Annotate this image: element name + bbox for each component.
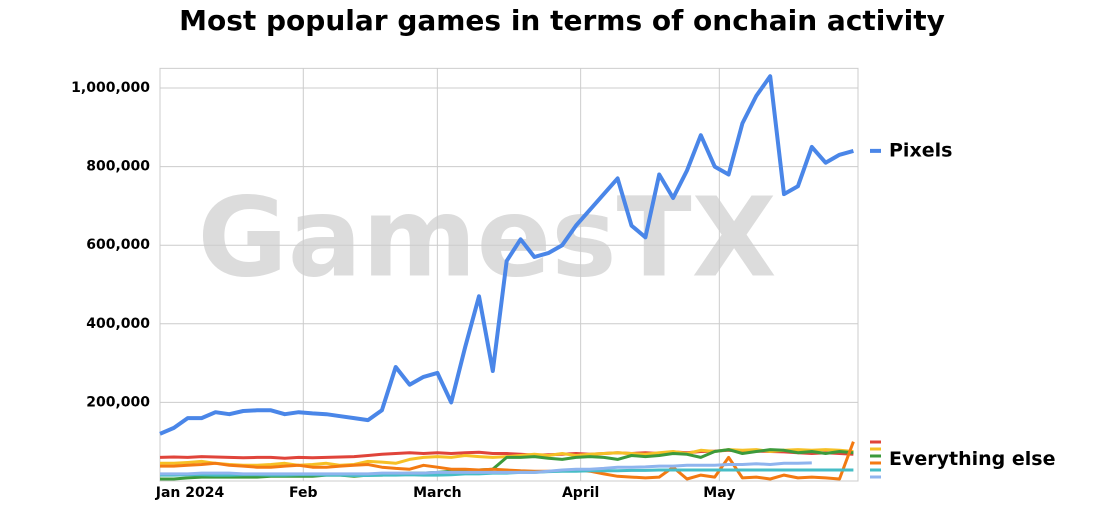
series-line xyxy=(160,461,812,476)
y-tick-label: 1,000,000 xyxy=(71,80,150,96)
legend-label: Pixels xyxy=(889,139,952,161)
x-tick-label: Feb xyxy=(289,485,318,501)
series-line xyxy=(159,74,854,436)
legend-label: Everything else xyxy=(889,448,1055,470)
y-tick-label: 800,000 xyxy=(86,159,150,175)
watermark: GamesTX xyxy=(197,173,776,301)
x-tick-label: April xyxy=(562,485,599,501)
x-tick-label: May xyxy=(703,485,735,501)
x-tick-label: Jan 2024 xyxy=(155,485,225,501)
y-tick-label: 200,000 xyxy=(86,394,150,410)
x-tick-label: March xyxy=(413,485,462,501)
y-tick-label: 600,000 xyxy=(86,237,150,253)
y-tick-label: 400,000 xyxy=(86,316,150,332)
chart-title: Most popular games in terms of onchain a… xyxy=(179,4,945,37)
